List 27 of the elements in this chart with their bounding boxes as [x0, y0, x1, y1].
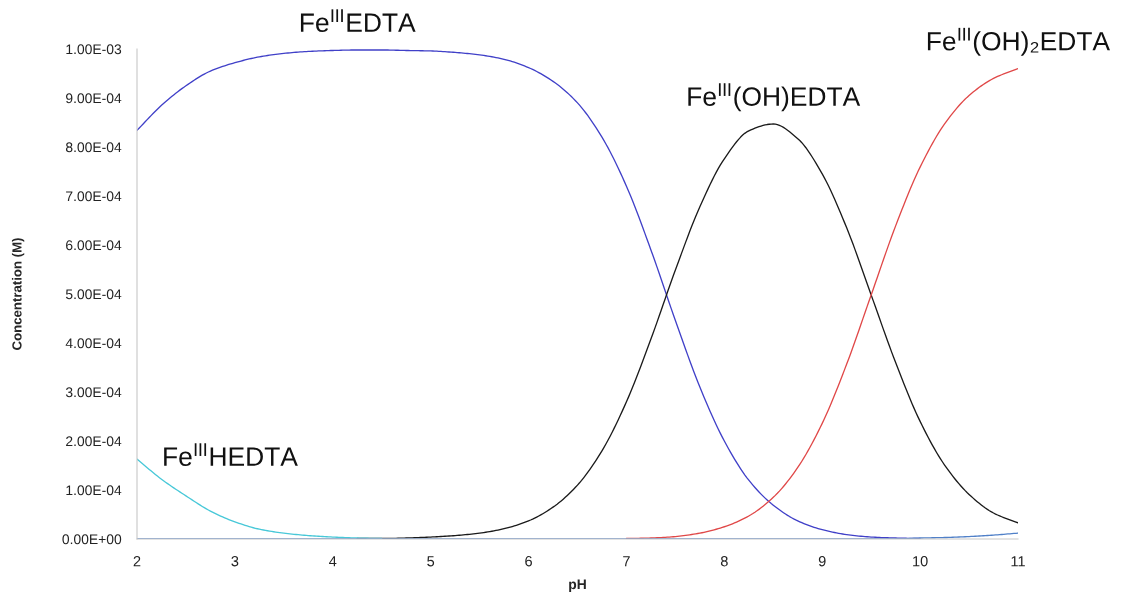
x-tick-label: 11: [1011, 556, 1025, 567]
y-tick-label: 3.00E-04: [65, 387, 122, 398]
x-axis-title: pH: [569, 579, 586, 592]
y-tick-label: 8.00E-04: [65, 142, 122, 153]
x-tick-label: 2: [133, 556, 141, 567]
y-tick-label: 9.00E-04: [66, 93, 122, 104]
y-tick-label: 5.00E-04: [65, 289, 122, 300]
series-label: Fe$^{III}$EDTA: [300, 9, 416, 33]
x-tick-label: 10: [913, 556, 928, 567]
y-tick-label: 1.00E-03: [66, 44, 122, 55]
series-label: Fe$^{III}$(OH)₂EDTA: [927, 27, 1110, 56]
y-tick-label: 4.00E-04: [65, 338, 122, 349]
series-label: Fe$^{III}$HEDTA: [164, 443, 298, 466]
y-tick-label: 0.00E+00: [62, 534, 122, 545]
series-label: Fe$^{III}$(OH)EDTA: [688, 83, 861, 112]
y-tick-label: 6.00E-04: [66, 240, 122, 251]
y-axis-title: Concentration (M): [11, 238, 25, 350]
x-tick-label: 8: [720, 556, 728, 567]
x-tick-label: 9: [818, 556, 826, 567]
y-tick-label: 7.00E-04: [66, 191, 122, 202]
x-tick-label: 4: [329, 556, 337, 567]
x-tick-label: 3: [231, 556, 239, 567]
x-tick-label: 7: [623, 556, 630, 567]
x-tick-label: 5: [427, 556, 435, 567]
y-tick-label: 1.00E-04: [66, 485, 122, 496]
x-tick-label: 6: [525, 556, 532, 567]
y-tick-label: 2.00E-04: [66, 436, 122, 447]
